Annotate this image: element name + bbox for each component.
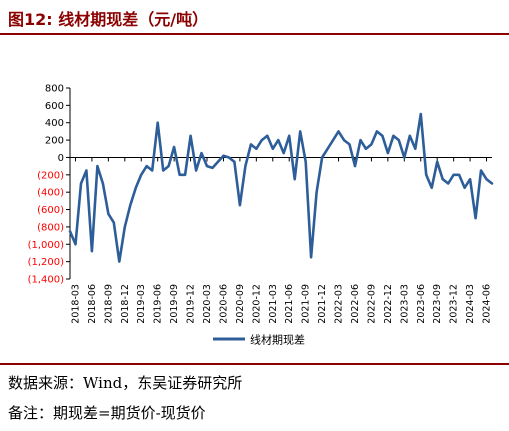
x-tick-label: 2021-12 (317, 284, 328, 324)
x-tick-label: 2020-03 (202, 284, 213, 324)
x-tick-label: 2020-06 (218, 284, 229, 324)
x-tick-label: 2022-03 (334, 284, 345, 324)
x-tick-label: 2019-03 (136, 284, 147, 324)
y-tick-label: 600 (45, 101, 64, 112)
series-line (68, 112, 494, 263)
x-tick-label: 2024-03 (465, 284, 476, 324)
x-tick-label: 2021-03 (268, 284, 279, 324)
y-tick-label: (800) (37, 222, 64, 233)
y-tick-label: (1,400) (28, 275, 65, 286)
x-tick-label: 2021-09 (301, 284, 312, 324)
y-tick-label: (1,200) (28, 257, 65, 268)
x-tick-label: 2018-12 (120, 284, 131, 324)
y-tick-label: 800 (45, 84, 64, 95)
x-tick-label: 2022-09 (366, 284, 377, 324)
legend-label: 线材期现差 (250, 333, 305, 347)
x-tick-label: 2021-06 (284, 284, 295, 324)
x-tick-label: 2020-12 (251, 284, 262, 324)
y-tick-label: 200 (45, 136, 64, 147)
y-tick-label: (200) (37, 170, 64, 181)
x-tick-label: 2018-03 (70, 284, 81, 324)
x-tick-label: 2023-03 (399, 284, 410, 324)
y-tick-label: (600) (37, 205, 64, 216)
x-tick-label: 2024-06 (482, 284, 493, 324)
x-tick-label: 2019-06 (153, 284, 164, 324)
title-divider (0, 33, 509, 35)
x-tick-label: 2023-06 (416, 284, 427, 324)
x-tick-label: 2022-12 (383, 284, 394, 324)
x-tick-label: 2022-06 (350, 284, 361, 324)
x-tick-label: 2019-12 (186, 284, 197, 324)
x-tick-label: 2018-06 (87, 284, 98, 324)
x-tick-label: 2020-09 (235, 284, 246, 324)
x-tick-label: 2018-09 (103, 284, 114, 324)
y-tick-label: (400) (37, 188, 64, 199)
x-tick-label: 2023-12 (449, 284, 460, 324)
footer-divider (0, 363, 509, 365)
x-tick-label: 2019-09 (169, 284, 180, 324)
y-tick-label: 400 (45, 118, 64, 129)
y-tick-label: 0 (58, 153, 64, 164)
figure-title: 图12: 线材期现差（元/吨） (8, 10, 209, 29)
remark-note: 备注：期现差=期货价-现货价 (8, 404, 206, 422)
x-tick-label: 2023-09 (432, 284, 443, 324)
data-source-note: 数据来源：Wind，东吴证券研究所 (8, 374, 243, 392)
y-tick-label: (1,000) (28, 240, 65, 251)
spread-line-chart: 800 600 400 200 0 (200) (400) (600) (800) (1,000)… (28, 84, 494, 347)
figure-header: 图12: 线材期现差（元/吨） (0, 0, 509, 35)
